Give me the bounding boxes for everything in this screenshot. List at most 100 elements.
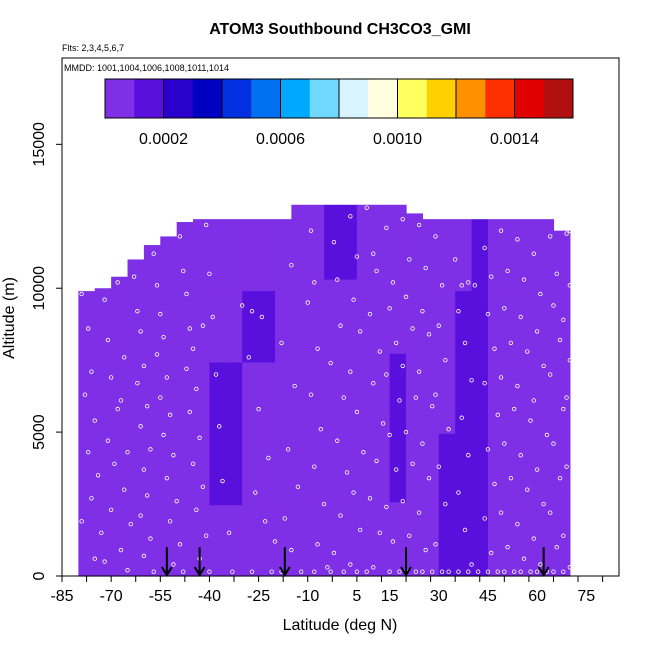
observation-point [515,522,520,527]
observation-point [161,432,166,438]
observation-point [135,309,140,314]
field-cell [340,353,358,429]
field-cell [225,290,243,363]
observation-point [564,395,569,400]
field-cell [356,204,374,280]
field-cell [291,204,309,280]
observation-point [498,510,504,515]
field-cell [356,501,374,577]
observation-point [331,550,337,556]
observation-point [528,569,533,574]
observation-point [312,280,317,285]
observation-point [531,536,537,541]
observation-point [82,392,88,397]
observation-point [502,306,507,311]
field-cell [160,440,178,509]
field-cell [422,219,440,292]
observation-point [416,510,422,515]
observation-point [567,283,573,288]
field-cell [160,236,178,305]
colorbar-tick-label: 0.0010 [373,131,422,148]
y-tick-label: 5000 [31,414,48,450]
observation-point [541,501,546,507]
observation-point [118,547,124,553]
observation-point [502,441,507,446]
x-tick-label: 30 [430,588,448,605]
field-cell [504,361,522,434]
observation-point [534,569,540,574]
field-cell [553,368,571,439]
field-cell [438,504,456,577]
observation-point [167,519,173,524]
field-cell [389,204,407,280]
observation-point [144,493,150,498]
observation-point [469,378,474,383]
field-cell [258,433,276,506]
chart-title: ATOM3 Southbound CH3CO3_GMI [209,21,471,38]
observation-point [312,569,317,574]
observation-point [115,406,120,412]
field-cell [504,433,522,506]
observation-point [282,214,287,219]
field-cell [389,501,407,577]
colorbar-swatch [251,79,281,118]
field-cell [160,508,178,577]
field-cell [455,290,473,363]
x-axis-label: Latitude (deg N) [283,617,398,634]
observation-point [456,490,461,495]
observation-point [492,481,497,487]
observation-point [416,369,422,374]
concentration-field [78,204,571,577]
observation-point [151,569,156,574]
x-tick-label: -10 [296,588,319,605]
observation-point [547,234,553,239]
observation-point [207,569,212,574]
observation-point [89,496,94,501]
field-cell [389,353,407,429]
observation-point [154,352,160,357]
observation-point [138,329,143,334]
observation-point [348,369,353,374]
observation-point [554,271,559,277]
field-cell [553,230,571,301]
observation-point [217,424,222,429]
plot-frame [61,57,620,577]
field-cell [487,504,505,577]
field-cell [176,222,194,294]
observation-point [354,569,360,574]
field-cell [537,504,555,577]
field-cell [307,204,325,280]
field-cell [291,427,309,503]
observation-point [194,386,199,392]
observation-point [220,478,225,484]
observation-point [246,355,251,360]
observation-point [498,375,504,380]
observation-point [315,542,320,547]
observation-point [482,245,487,251]
field-cell [487,361,505,434]
observation-point [194,507,199,513]
field-cell [127,386,145,450]
colorbar-tick-label: 0.0006 [256,131,305,148]
observation-point [184,291,189,297]
observation-point [384,225,389,230]
observation-point [86,450,91,455]
observation-point [557,475,563,481]
observation-point [466,569,471,574]
observation-point [390,280,396,285]
flight-arrow-head [160,566,173,577]
x-tick-label: 60 [528,588,546,605]
observation-point [482,380,487,386]
observation-point [348,562,353,567]
field-cell [438,219,456,292]
observation-point [312,464,317,469]
observation-point [321,501,327,507]
observation-point [128,522,134,527]
field-cell [389,279,407,354]
observation-point [148,536,153,541]
field-cell [242,290,260,363]
observation-point [164,375,170,380]
observation-point [413,569,419,574]
field-cell [487,290,505,363]
observation-point [475,569,481,574]
